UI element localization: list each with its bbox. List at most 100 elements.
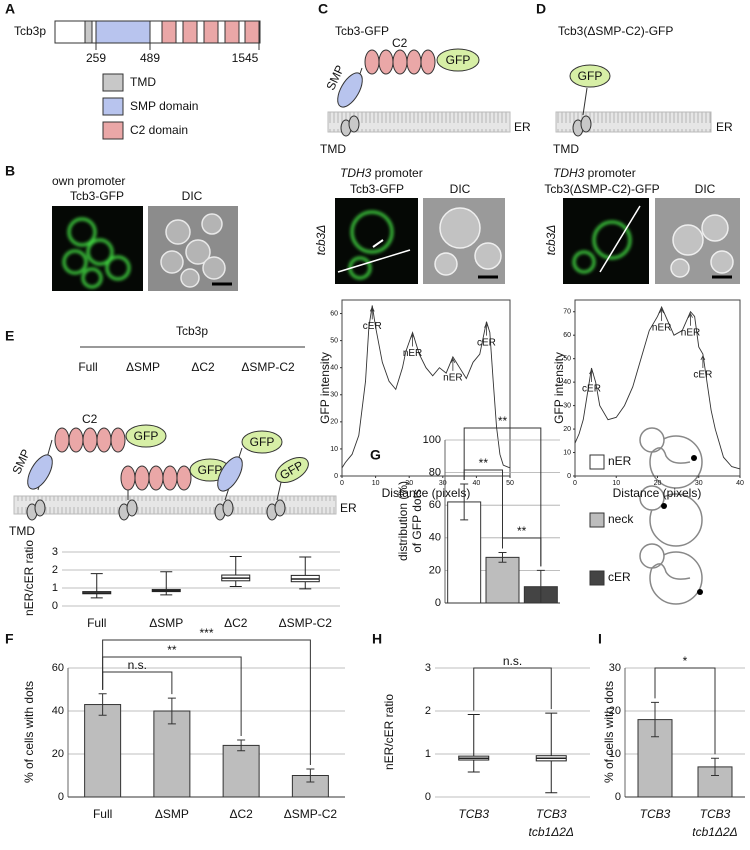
y-axis-label: GFP intensity: [318, 352, 332, 424]
tmd-domain: [84, 20, 93, 44]
gfp-signal: [62, 217, 131, 289]
c2-domain: [161, 20, 177, 44]
annotation-arrowhead: [659, 308, 664, 314]
annotation: cER: [477, 337, 496, 348]
significance-label: **: [479, 456, 489, 470]
x-tick-label: 40: [473, 480, 481, 487]
significance-bracket: [102, 639, 311, 766]
dic-cells: [434, 207, 502, 276]
error-bar: [651, 701, 659, 738]
dic-cells: [670, 214, 734, 278]
promoter-label: TDH3 promoter: [340, 166, 423, 180]
whisker-low: [299, 581, 312, 590]
er-label: ER: [716, 120, 733, 134]
annotation: cER: [363, 321, 382, 332]
position: 259: [86, 51, 106, 65]
whisker-high: [160, 571, 173, 590]
legend-label: SMP domain: [130, 99, 198, 113]
bar: [222, 744, 260, 798]
er-label: ER: [514, 120, 531, 134]
y-axis-label: of GFP dots: [410, 489, 424, 553]
error-bar: [460, 483, 469, 521]
constructs-e: Tcb3p Full ΔSMP ΔC2 ΔSMP-C2 ER GFP C2 SM…: [9, 324, 357, 538]
y-axis-label: GFP intensity: [552, 352, 566, 424]
c2: [392, 49, 408, 75]
strain-label: tcb3Δ: [314, 225, 328, 256]
y-tick-label: 2: [425, 705, 431, 717]
significance-label: **: [167, 643, 177, 657]
significance-bracket: [654, 667, 716, 755]
legend-label: C2 domain: [130, 123, 188, 137]
y-tick-label: 20: [52, 748, 64, 760]
y-tick-label: 60: [429, 499, 441, 511]
promoter-text: promoter: [584, 166, 635, 180]
tmd: [274, 499, 286, 517]
annotation-arrowhead: [484, 322, 489, 328]
legend-label: cER: [608, 570, 631, 584]
significance-label: *: [683, 654, 688, 668]
x-tick-label: TCB3: [536, 807, 567, 821]
gfp-label: GFP: [134, 429, 159, 443]
y-tick-label: 10: [563, 449, 571, 456]
panel-label: H: [372, 631, 382, 647]
promoter-text: own promoter: [52, 174, 125, 188]
significance-bracket: [102, 671, 173, 695]
promoter-gene: TDH3: [553, 166, 585, 180]
construct-d: Tcb3(ΔSMP-C2)-GFP GFP TMD ER: [553, 24, 733, 156]
annotation-arrowhead: [700, 355, 706, 361]
annotation: cER: [693, 370, 712, 381]
whisker-low: [90, 593, 103, 599]
c2-label: C2: [392, 36, 408, 50]
smp: [27, 454, 53, 490]
annotation-arrowhead: [589, 369, 594, 375]
gfp: [125, 424, 167, 448]
x-tick-label: 30: [439, 480, 447, 487]
y-axis-label: % of cells with dots: [602, 681, 616, 783]
gfp-label: GFP: [446, 53, 471, 67]
y-tick-label: 20: [609, 705, 621, 717]
panel-label: A: [5, 1, 15, 17]
tmd-label: TMD: [553, 142, 579, 156]
x-tick-label: 10: [372, 480, 380, 487]
x-tick-label: ΔSMP-C2: [284, 807, 338, 821]
significance-label: **: [498, 414, 508, 428]
promoter-text: promoter: [371, 166, 422, 180]
gfp: [275, 457, 309, 483]
arrow: [372, 239, 384, 248]
bar: [485, 556, 520, 604]
promoter-label: TDH3 promoter: [553, 166, 636, 180]
x-tick-label: ΔC2: [229, 807, 253, 821]
annotation-arrowhead: [450, 357, 456, 364]
position: 1545: [232, 51, 259, 65]
annotation: cER: [582, 384, 601, 395]
smp: [217, 456, 243, 492]
construct-name: ΔSMP: [126, 360, 160, 374]
y-tick-label: 20: [429, 564, 441, 576]
y-tick-label: 100: [423, 434, 441, 446]
legend-label: nER: [608, 454, 632, 468]
y-tick-label: 0: [615, 791, 621, 803]
y-tick-label: 3: [425, 662, 431, 674]
panel-label: B: [5, 163, 15, 179]
position: 489: [140, 51, 160, 65]
construct-name: ΔSMP-C2: [241, 360, 295, 374]
x-axis-label: Distance (pixels): [382, 486, 471, 500]
y-tick-label: 0: [58, 791, 64, 803]
x-tick-label: ΔSMP: [149, 616, 183, 630]
y-tick-label: 0: [435, 597, 441, 609]
legend-label: TMD: [130, 75, 156, 89]
x-tick-label: ΔC2: [224, 616, 248, 630]
x-tick-label: 0: [573, 480, 577, 487]
significance-bracket: [463, 427, 542, 567]
membrane: [327, 111, 511, 133]
column-label: Tcb3-GFP: [70, 189, 124, 203]
tmd: [126, 499, 138, 517]
legend-label: neck: [608, 512, 634, 526]
y-axis-label: nER/cER ratio: [382, 694, 396, 770]
y-tick-label: 40: [429, 532, 441, 544]
y-tick-label: 40: [563, 379, 571, 386]
significance-label: ***: [199, 626, 213, 640]
significance-bracket: [473, 667, 552, 711]
